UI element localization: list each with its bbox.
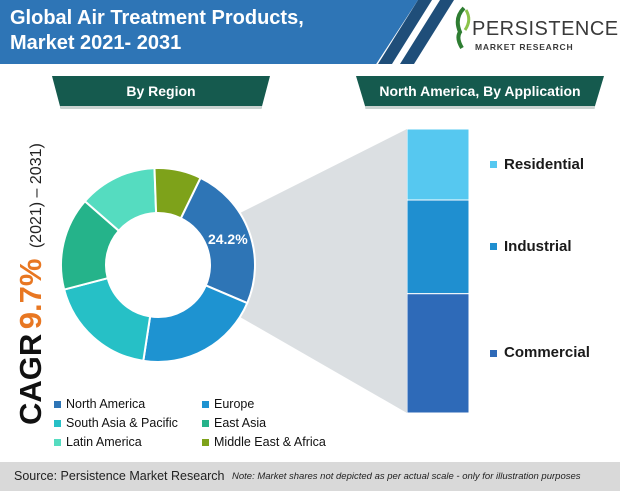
bar-label-residential: Residential — [490, 155, 584, 175]
note-text: Note: Market shares not depicted as per … — [232, 471, 581, 482]
legend-item-europe: Europe — [202, 395, 254, 413]
bar-label-text: Industrial — [504, 237, 572, 255]
legend-label: Latin America — [66, 435, 142, 449]
donut-slice-south-asia-and-pacific — [62, 276, 152, 363]
legend-item-east-asia: East Asia — [202, 414, 266, 432]
legend-item-north-america: North America — [54, 395, 145, 413]
legend-item-middle-east-and-africa: Middle East & Africa — [202, 433, 326, 451]
donut-slice-middle-east-and-africa — [153, 167, 202, 220]
logo-mark-icon — [455, 6, 471, 50]
legend-label: East Asia — [214, 416, 267, 430]
chart-title: Global Air Treatment Products, Market 20… — [10, 6, 400, 56]
legend-label: Middle East & Africa — [214, 435, 326, 449]
logo-subtitle: MARKET RESEARCH — [475, 42, 574, 52]
donut-slice-europe — [142, 284, 249, 363]
legend-swatch — [202, 401, 209, 409]
data-label-north-america: 24.2% — [208, 231, 248, 247]
company-logo: PERSISTENCE MARKET RESEARCH — [452, 4, 618, 66]
bar-label-industrial: Industrial — [490, 237, 572, 257]
title-line-1: Global Air Treatment Products, — [10, 7, 304, 29]
legend-swatch — [54, 420, 61, 428]
legend-swatch — [54, 401, 61, 409]
legend-swatch — [202, 420, 209, 428]
logo-name: PERSISTENCE — [472, 18, 619, 40]
footer: Source: Persistence Market Research Note… — [0, 462, 620, 491]
legend-item-south-asia-and-pacific: South Asia & Pacific — [54, 414, 178, 432]
legend-swatch — [54, 439, 61, 447]
legend-swatch — [490, 243, 497, 251]
legend-label: South Asia & Pacific — [66, 416, 178, 430]
highlight-bridge — [240, 129, 407, 413]
legend-label: North America — [66, 397, 146, 411]
title-line-2: Market 2021- 2031 — [10, 32, 182, 54]
bar-segment-industrial — [406, 199, 470, 295]
bar-label-text: Residential — [504, 155, 585, 173]
legend-swatch — [490, 349, 497, 357]
bar-label-text: Commercial — [504, 344, 590, 362]
bar-label-commercial: Commercial — [490, 343, 590, 363]
legend-swatch — [490, 161, 497, 169]
legend-item-latin-america: Latin America — [54, 433, 142, 451]
legend-swatch — [202, 439, 209, 447]
bar-segment-residential — [406, 128, 470, 201]
section-header-region: By Region — [52, 76, 270, 109]
bar-segment-commercial — [406, 293, 470, 414]
legend-label: Europe — [214, 397, 255, 411]
source-text: Source: Persistence Market Research — [14, 469, 225, 483]
title-banner — [0, 0, 418, 64]
section-header-application: North America, By Application — [356, 76, 604, 109]
